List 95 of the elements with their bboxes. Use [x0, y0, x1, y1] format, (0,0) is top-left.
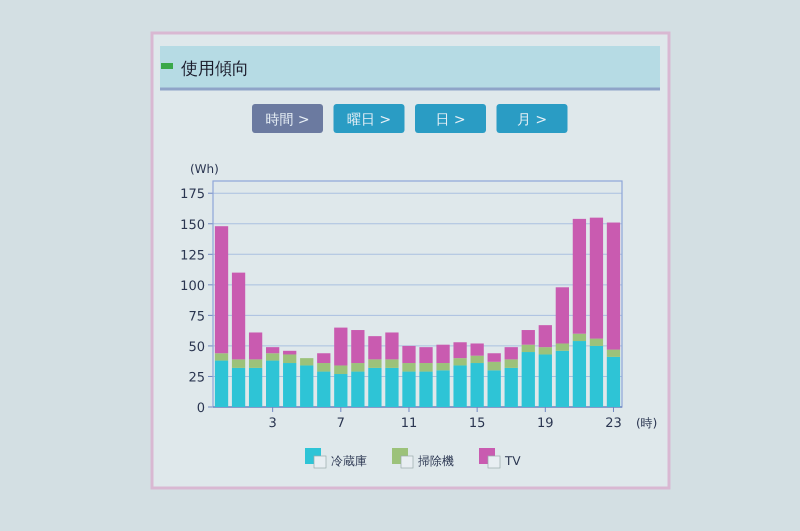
bar: [538, 347, 552, 354]
bar: [522, 352, 535, 407]
text: 月 >: [516, 112, 548, 128]
bar: [351, 363, 364, 372]
bar: [572, 334, 586, 342]
y-tick-label: 150: [180, 218, 205, 233]
y-tick-label: 100: [180, 278, 205, 294]
bar: [248, 359, 262, 368]
bar: [283, 363, 296, 407]
bar: [351, 330, 364, 364]
bar: [606, 356, 620, 407]
bar: [402, 372, 416, 407]
bar: [470, 343, 484, 356]
bar: [402, 346, 416, 364]
bar: [283, 350, 296, 354]
y-axis-title: (Wh): [190, 162, 219, 176]
bar: [556, 287, 569, 344]
bar: [385, 332, 399, 360]
bar: [488, 353, 501, 362]
bar: [606, 222, 620, 350]
bar: [453, 358, 467, 366]
x-tick-label: 7: [336, 416, 345, 431]
text: 時間 >: [265, 112, 310, 128]
bar: [232, 368, 246, 407]
bar: [590, 218, 604, 339]
bar: [402, 363, 416, 372]
legend-label: 掃除機: [418, 454, 454, 468]
y-tick-label: 125: [180, 248, 205, 264]
bar: [248, 368, 262, 407]
bar: [522, 330, 535, 345]
bar: [334, 328, 348, 366]
bar: [488, 370, 501, 407]
bar: [317, 363, 330, 372]
bar: [232, 359, 246, 368]
bar: [419, 347, 433, 364]
legend-label: 冷蔵庫: [331, 454, 367, 468]
bar: [385, 368, 399, 407]
bar: [334, 374, 348, 407]
x-tick-label: 3: [268, 416, 277, 431]
bar: [266, 353, 280, 361]
bar: [214, 226, 228, 354]
bar: [368, 336, 382, 360]
x-axis-title: (時): [636, 416, 658, 430]
bar: [556, 343, 569, 351]
bar: [436, 370, 450, 407]
bar: [368, 368, 382, 407]
bar: [556, 350, 569, 407]
bar: [266, 360, 280, 407]
bar: [232, 272, 246, 360]
y-tick-label: 175: [180, 187, 205, 202]
bar: [470, 356, 484, 364]
bar: [504, 347, 518, 360]
bar: [606, 350, 620, 357]
bar: [488, 362, 501, 370]
x-tick-label: 15: [468, 416, 486, 431]
bar: [436, 363, 450, 370]
bar: [214, 353, 228, 361]
bar: [538, 325, 552, 348]
bar: [538, 354, 552, 407]
bar: [572, 341, 586, 407]
bar: [436, 344, 450, 364]
bar: [453, 365, 467, 407]
x-tick-label: 19: [537, 416, 554, 431]
bar: [214, 360, 228, 407]
y-tick-label: 25: [188, 370, 205, 386]
bar: [334, 365, 348, 374]
bar: [453, 342, 467, 358]
bar: [470, 363, 484, 407]
bar: [522, 344, 535, 352]
bar: [504, 368, 518, 407]
y-tick-label: 50: [188, 340, 205, 355]
bar: [317, 372, 330, 407]
bar: [300, 358, 314, 366]
bar: [590, 346, 604, 407]
bar: [283, 354, 296, 364]
x-tick-label: 11: [400, 416, 418, 431]
bar: [351, 372, 364, 407]
bar: [385, 359, 399, 368]
bar: [590, 338, 604, 346]
x-tick-label: 23: [605, 416, 622, 431]
bar: [266, 347, 280, 354]
y-tick-label: 75: [188, 309, 205, 324]
text: 日 >: [435, 112, 466, 128]
legend-label: TV: [504, 454, 522, 468]
bar: [317, 353, 330, 364]
bar: [248, 332, 262, 360]
chart-title: 使用傾向: [181, 59, 249, 79]
bar: [504, 359, 518, 368]
text: 曜日 >: [346, 112, 392, 128]
bar: [368, 359, 382, 368]
bar: [300, 365, 314, 407]
bar: [572, 218, 586, 334]
bar: [419, 363, 433, 372]
y-tick-label: 0: [196, 401, 205, 416]
bar: [419, 372, 433, 407]
